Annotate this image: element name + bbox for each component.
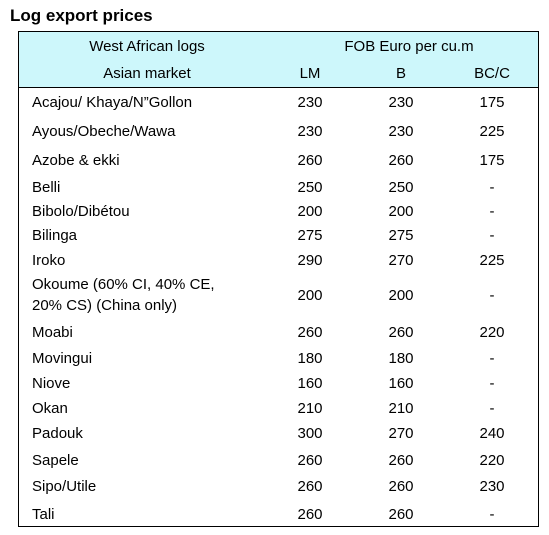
price-lm: 260 [297, 324, 323, 341]
price-lm: 160 [297, 375, 323, 392]
price-lm: 260 [297, 152, 323, 169]
price-b: 260 [388, 324, 414, 341]
species-name-continued: 20% CS) (China only) [32, 297, 178, 314]
header-grade-lm: LM [299, 65, 321, 82]
price-bcc: - [489, 179, 495, 196]
price-b: 210 [388, 400, 414, 417]
price-lm: 290 [297, 252, 323, 269]
header-price-group: FOB Euro per cu.m [344, 38, 474, 55]
species-name: Bibolo/Dibétou [32, 203, 130, 220]
species-name: Iroko [32, 252, 66, 269]
species-name: Ayous/Obeche/Wawa [32, 123, 176, 140]
price-b: 160 [388, 375, 414, 392]
price-bcc: - [489, 287, 495, 304]
price-b: 260 [388, 506, 414, 523]
header-grade-b: B [395, 65, 406, 82]
price-bcc: 240 [479, 425, 505, 442]
page-title: Log export prices [10, 6, 153, 25]
price-bcc: 220 [479, 324, 505, 341]
price-b: 260 [388, 152, 414, 169]
species-name: Okan [32, 400, 68, 417]
price-b: 230 [388, 94, 414, 111]
price-bcc: - [489, 506, 495, 523]
price-lm: 200 [297, 287, 323, 304]
price-lm: 230 [297, 123, 323, 140]
species-name: Belli [32, 179, 61, 196]
price-b: 230 [388, 123, 414, 140]
price-bcc: 175 [479, 94, 505, 111]
price-lm: 180 [297, 350, 323, 367]
price-b: 270 [388, 252, 414, 269]
price-lm: 260 [297, 478, 323, 495]
price-bcc: - [489, 400, 495, 417]
price-b: 260 [388, 452, 414, 469]
price-bcc: - [489, 203, 495, 220]
header-grade-bcc: BC/C [474, 65, 510, 82]
species-name: Tali [32, 506, 55, 523]
species-name: Okoume (60% CI, 40% CE, [32, 276, 215, 293]
header-market-label: Asian market [103, 65, 191, 82]
price-lm: 230 [297, 94, 323, 111]
price-lm: 250 [297, 179, 323, 196]
price-b: 275 [388, 227, 414, 244]
price-lm: 260 [297, 506, 323, 523]
price-lm: 260 [297, 452, 323, 469]
price-b: 270 [388, 425, 414, 442]
species-name: Padouk [32, 425, 83, 442]
species-name: Niove [32, 375, 71, 392]
price-bcc: - [489, 375, 495, 392]
price-bcc: - [489, 350, 495, 367]
price-lm: 200 [297, 203, 323, 220]
price-bcc: 175 [479, 152, 505, 169]
species-name: Sapele [32, 452, 79, 469]
price-lm: 275 [297, 227, 323, 244]
species-name: Azobe & ekki [32, 152, 120, 169]
price-lm: 300 [297, 425, 323, 442]
species-name: Sipo/Utile [32, 478, 97, 495]
price-b: 180 [388, 350, 414, 367]
price-lm: 210 [297, 400, 323, 417]
species-name: Bilinga [32, 227, 78, 244]
header-species-label: West African logs [89, 38, 205, 55]
price-bcc: - [489, 227, 495, 244]
price-bcc: 230 [479, 478, 505, 495]
table-header: West African logs Asian market FOB Euro … [19, 32, 538, 88]
price-table: West African logs Asian market FOB Euro … [18, 31, 539, 527]
species-name: Moabi [32, 324, 73, 341]
price-b: 260 [388, 478, 414, 495]
price-bcc: 220 [479, 452, 505, 469]
species-name: Acajou/ Khaya/N”Gollon [32, 94, 193, 111]
price-bcc: 225 [479, 123, 505, 140]
price-b: 200 [388, 287, 414, 304]
species-name: Movingui [32, 350, 93, 367]
price-b: 200 [388, 203, 414, 220]
price-b: 250 [388, 179, 414, 196]
price-bcc: 225 [479, 252, 505, 269]
